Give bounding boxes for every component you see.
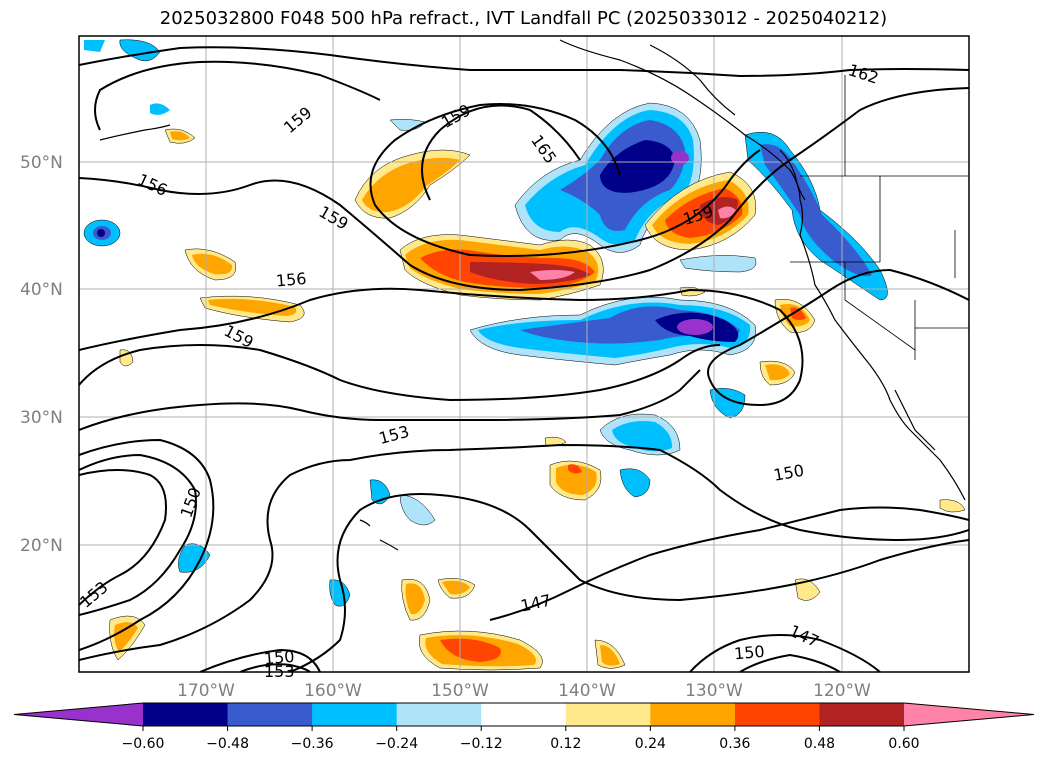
map-frame xyxy=(78,35,970,673)
shaded-region-navy xyxy=(600,140,675,193)
shaded-region-light-blue xyxy=(84,40,105,52)
shaded-region-orange xyxy=(405,583,425,615)
colorbar-tick-label: −0.48 xyxy=(206,736,249,752)
shaded-region-blue xyxy=(612,421,673,452)
coastlines xyxy=(99,39,966,551)
colorbar: −0.60 −0.48 −0.36 −0.24 −0.12 0.12 0.24 0.36 0.4… xyxy=(13,702,1035,752)
shaded-region-navy xyxy=(97,229,105,237)
contour-label: 156 xyxy=(275,269,307,291)
shaded-region-red-orange xyxy=(440,638,501,662)
contour-label: 150 xyxy=(263,647,295,669)
colorbar-tick-label: 0.12 xyxy=(550,736,581,752)
lon-label: 170°W xyxy=(177,681,235,701)
colorbar-segment xyxy=(227,703,313,726)
colorbar-segment xyxy=(650,703,736,726)
colorbar-segment xyxy=(565,703,651,726)
colorbar-segment xyxy=(819,703,905,726)
colorbar-segment xyxy=(396,703,482,726)
colorbar-segment xyxy=(734,703,820,726)
shaded-region-orange xyxy=(362,157,460,213)
colorbar-extend-max xyxy=(904,703,1034,726)
shaded-region-yellow xyxy=(939,499,966,513)
shaded-region-blue xyxy=(619,468,651,498)
latitude-labels: 50°N 40°N 30°N 20°N xyxy=(20,153,63,556)
colorbar-segment xyxy=(143,703,229,726)
colorbar-tick-label: 0.48 xyxy=(804,736,835,752)
colorbar-tick-label: −0.36 xyxy=(291,736,334,752)
shaded-region-blue xyxy=(709,388,746,419)
lon-label: 160°W xyxy=(304,681,362,701)
shaded-region-purple xyxy=(671,151,689,165)
shaded-region-orange xyxy=(208,298,297,316)
shaded-regions xyxy=(83,39,966,671)
shaded-region-purple xyxy=(677,319,713,335)
longitude-labels: 170°W 160°W 150°W 140°W 130°W 120°W xyxy=(177,681,871,701)
contour-label: 150 xyxy=(733,642,765,664)
lon-label: 130°W xyxy=(685,681,743,701)
colorbar-tick-label: 0.60 xyxy=(888,736,919,752)
lon-label: 120°W xyxy=(813,681,871,701)
colorbar-segment xyxy=(481,703,567,726)
colorbar-tick-label: −0.60 xyxy=(122,736,165,752)
shaded-region-light-blue xyxy=(679,255,757,273)
contour-label: 153 xyxy=(264,662,295,681)
map-title: 2025032800 F048 500 hPa refract., IVT La… xyxy=(159,8,888,29)
colorbar-tick-label: 0.36 xyxy=(719,736,750,752)
shaded-region-dark-red xyxy=(470,262,590,284)
graticule xyxy=(79,36,969,672)
shaded-region-orange xyxy=(170,131,190,141)
shaded-region-blue xyxy=(150,103,170,115)
colorbar-segment xyxy=(312,703,398,726)
lat-label: 20°N xyxy=(20,536,63,556)
shaded-region-orange xyxy=(192,253,233,275)
shaded-region-red-orange xyxy=(568,464,582,474)
shaded-region-orange xyxy=(600,645,620,666)
lon-label: 150°W xyxy=(431,681,489,701)
state-borders xyxy=(790,75,969,360)
shaded-region-yellow xyxy=(794,578,821,601)
colorbar-tick-label: −0.12 xyxy=(460,736,503,752)
shaded-region-orange xyxy=(114,622,138,652)
shaded-region-red-orange xyxy=(790,307,806,320)
lat-label: 50°N xyxy=(20,153,63,173)
colorbar-tick-label: −0.24 xyxy=(375,736,418,752)
contour-lines xyxy=(79,46,969,672)
lat-label: 30°N xyxy=(20,408,63,428)
shaded-region-royal-blue xyxy=(760,144,872,277)
lat-label: 40°N xyxy=(20,280,63,300)
lon-label: 140°W xyxy=(558,681,616,701)
colorbar-extend-min xyxy=(14,703,143,726)
shaded-region-pink xyxy=(718,206,736,219)
shaded-region-blue xyxy=(119,39,161,62)
colorbar-tick-label: 0.24 xyxy=(635,736,666,752)
shaded-region-orange xyxy=(765,364,790,381)
shaded-region-light-blue xyxy=(399,494,436,526)
shaded-region-pink xyxy=(530,270,575,280)
shaded-region-orange xyxy=(442,580,470,595)
